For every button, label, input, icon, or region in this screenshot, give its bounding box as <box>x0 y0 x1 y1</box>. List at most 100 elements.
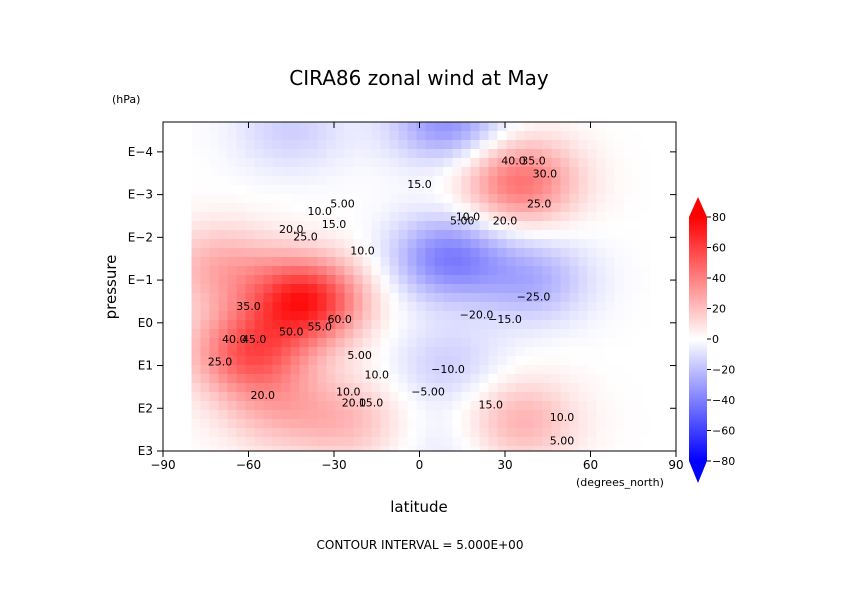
heatmap-cell <box>542 194 552 204</box>
heatmap-cell <box>344 149 354 159</box>
heatmap-cell <box>641 347 651 357</box>
heatmap-cell <box>362 185 372 195</box>
heatmap-cell <box>443 338 453 348</box>
heatmap-cell <box>587 158 597 168</box>
heatmap-cell <box>560 230 570 240</box>
x-tick-label: −60 <box>236 458 261 472</box>
x-tick-label: −30 <box>321 458 346 472</box>
heatmap-cell <box>497 383 507 393</box>
contour-label: −10.0 <box>431 363 465 376</box>
heatmap-cell <box>560 446 570 451</box>
heatmap-cell <box>479 302 489 312</box>
heatmap-cell <box>236 446 246 451</box>
heatmap-cell <box>200 158 210 168</box>
heatmap-cell <box>299 374 309 384</box>
heatmap-cell <box>587 311 597 321</box>
heatmap-cell <box>371 275 381 285</box>
contour-label: −15.0 <box>488 313 522 326</box>
heatmap-cell <box>371 392 381 402</box>
heatmap-cell <box>434 131 444 141</box>
heatmap-cell <box>398 167 408 177</box>
heatmap-cell <box>587 446 597 451</box>
heatmap-cell <box>605 419 615 429</box>
heatmap-cell <box>317 302 327 312</box>
heatmap-cell <box>191 167 201 177</box>
heatmap-cell <box>272 230 282 240</box>
heatmap-cell <box>560 410 570 420</box>
heatmap-cell <box>551 176 561 186</box>
heatmap-cell <box>479 383 489 393</box>
heatmap-cell <box>308 248 318 258</box>
heatmap-cell <box>596 176 606 186</box>
heatmap-cell <box>614 428 624 438</box>
heatmap-cell <box>452 311 462 321</box>
heatmap-cell <box>191 248 201 258</box>
heatmap-cell <box>461 302 471 312</box>
heatmap-cell <box>587 257 597 267</box>
heatmap-cell <box>389 329 399 339</box>
heatmap-cell <box>452 302 462 312</box>
heatmap-cell <box>524 446 534 451</box>
heatmap-cell <box>551 194 561 204</box>
heatmap-cell <box>344 419 354 429</box>
heatmap-cell <box>245 248 255 258</box>
heatmap-cell <box>524 266 534 276</box>
heatmap-cell <box>407 275 417 285</box>
heatmap-cell <box>299 293 309 303</box>
heatmap-cell <box>497 221 507 231</box>
heatmap-cell <box>488 131 498 141</box>
heatmap-cell <box>461 239 471 249</box>
heatmap-cell <box>479 410 489 420</box>
heatmap-cell <box>317 356 327 366</box>
heatmap-cell <box>551 275 561 285</box>
heatmap-cell <box>335 392 345 402</box>
heatmap-cell <box>425 419 435 429</box>
heatmap-cell <box>461 140 471 150</box>
heatmap-cell <box>497 311 507 321</box>
heatmap-cell <box>605 338 615 348</box>
heatmap-cell <box>596 149 606 159</box>
heatmap-cell <box>353 131 363 141</box>
heatmap-cell <box>299 347 309 357</box>
heatmap-cell <box>569 401 579 411</box>
heatmap-cell <box>272 374 282 384</box>
heatmap-cell <box>425 293 435 303</box>
heatmap-cell <box>227 356 237 366</box>
heatmap-cell <box>335 311 345 321</box>
heatmap-cell <box>596 221 606 231</box>
heatmap-cell <box>623 203 633 213</box>
heatmap-cell <box>272 392 282 402</box>
heatmap-cell <box>461 122 471 132</box>
heatmap-cell <box>452 275 462 285</box>
heatmap-cell <box>200 329 210 339</box>
heatmap-cell <box>308 284 318 294</box>
contour-label: 55.0 <box>308 320 333 333</box>
heatmap-cell <box>425 401 435 411</box>
heatmap-cell <box>290 329 300 339</box>
heatmap-cell <box>443 185 453 195</box>
heatmap-cell <box>371 239 381 249</box>
heatmap-cell <box>569 383 579 393</box>
heatmap-cell <box>299 131 309 141</box>
heatmap-cell <box>587 122 597 132</box>
heatmap-cell <box>326 401 336 411</box>
heatmap-cell <box>326 176 336 186</box>
heatmap-cell <box>587 266 597 276</box>
heatmap-cell <box>596 248 606 258</box>
heatmap-cell <box>506 401 516 411</box>
heatmap-cell <box>335 149 345 159</box>
heatmap-cell <box>470 284 480 294</box>
heatmap-cell <box>587 284 597 294</box>
heatmap-cell <box>614 230 624 240</box>
heatmap-cell <box>200 149 210 159</box>
heatmap-cell <box>560 131 570 141</box>
heatmap-cell <box>191 140 201 150</box>
heatmap-cell <box>506 365 516 375</box>
heatmap-cell <box>398 185 408 195</box>
heatmap-cell <box>452 167 462 177</box>
heatmap-cell <box>299 419 309 429</box>
heatmap-cell <box>425 311 435 321</box>
heatmap-cell <box>281 248 291 258</box>
contour-label: 20.0 <box>279 223 304 236</box>
heatmap-cell <box>299 311 309 321</box>
